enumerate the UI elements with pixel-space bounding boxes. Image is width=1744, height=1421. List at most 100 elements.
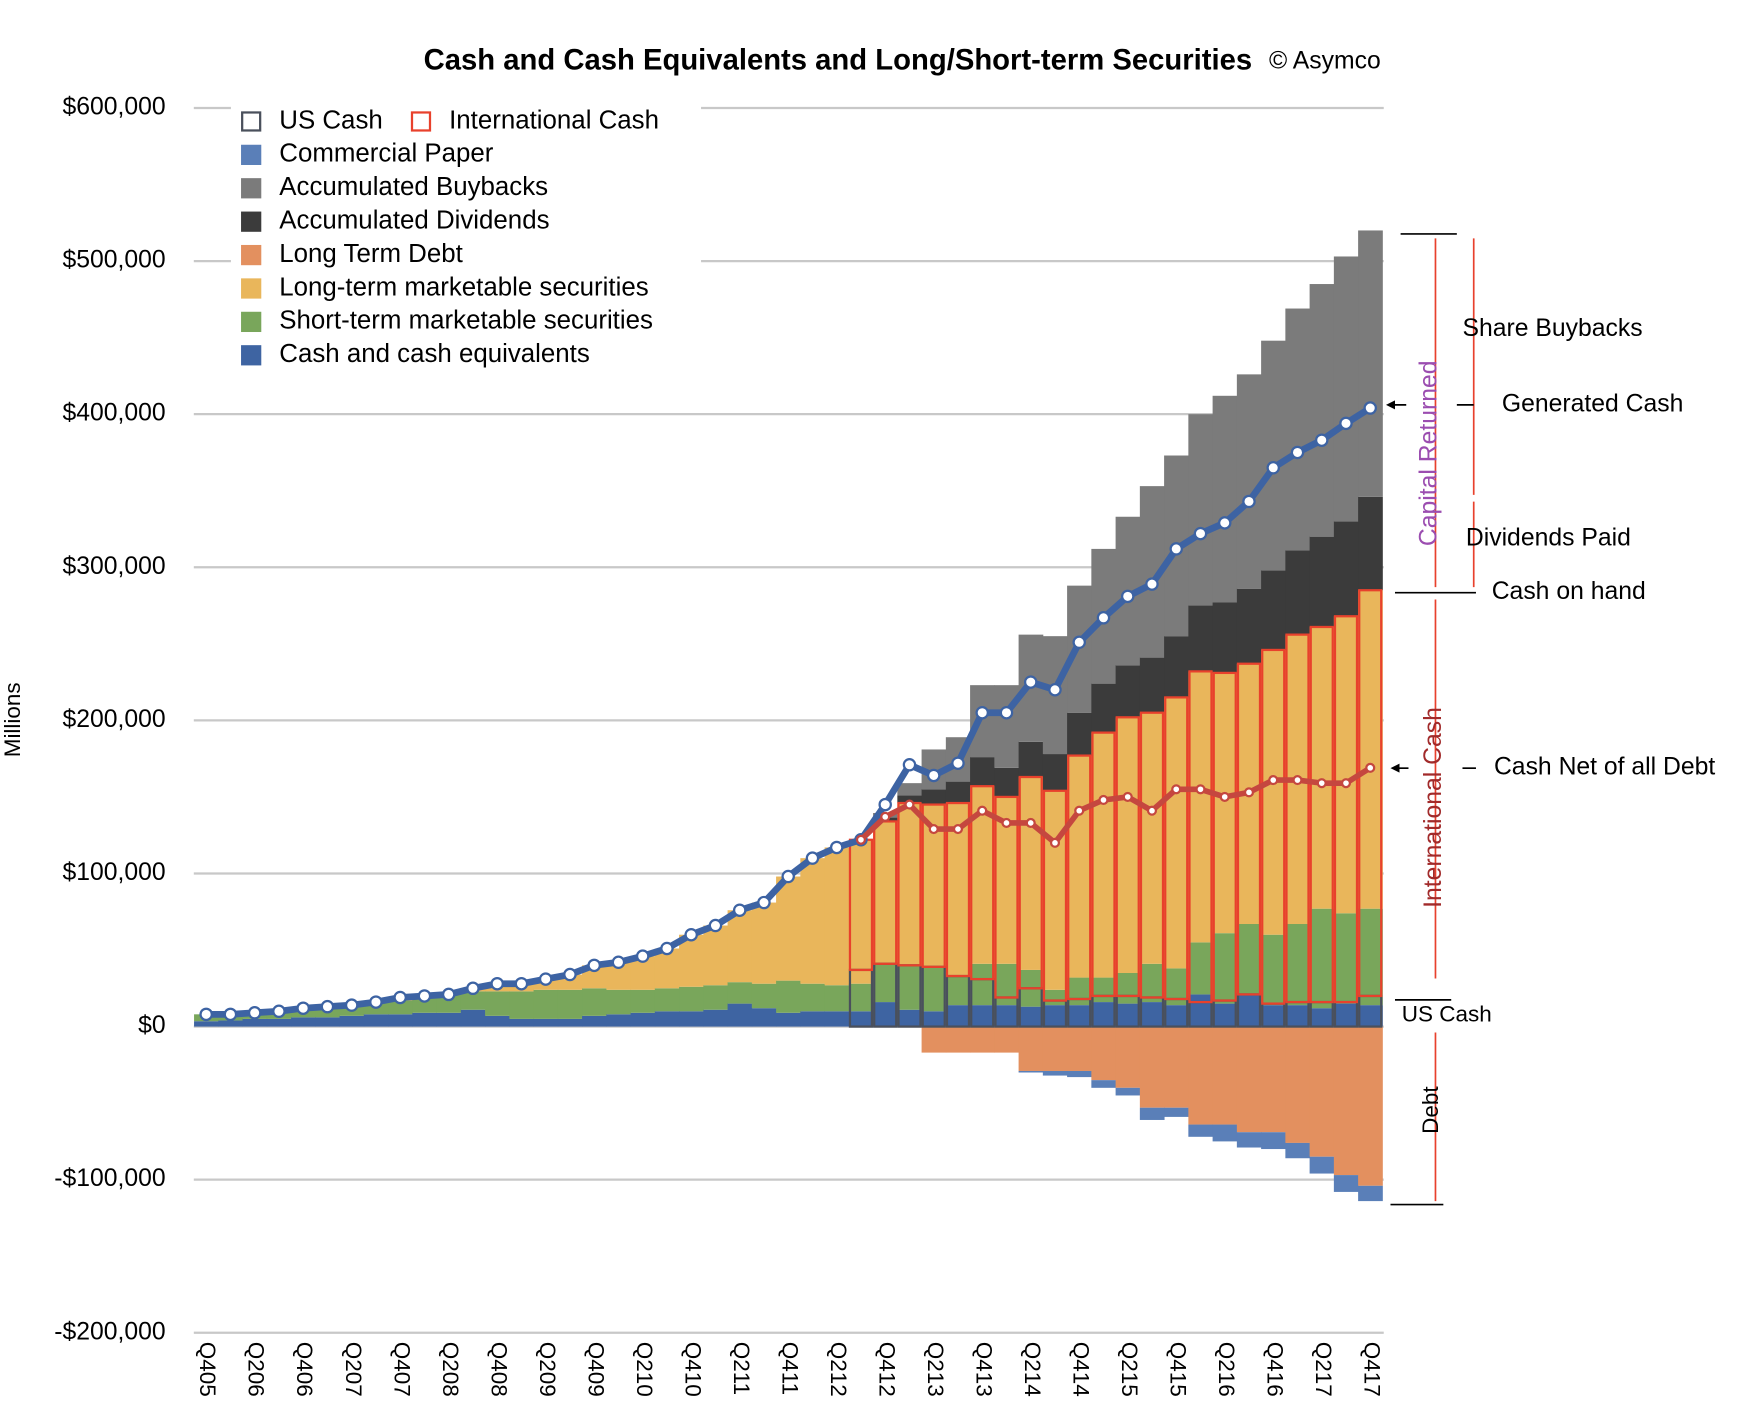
annotation: Capital Returned xyxy=(1415,360,1442,546)
legend-background xyxy=(230,96,702,374)
bar-segment xyxy=(1188,671,1214,943)
x-tick-label: Q411 xyxy=(777,1342,802,1395)
bar-segment xyxy=(1115,1087,1141,1096)
line-marker xyxy=(1049,837,1061,848)
line-marker xyxy=(223,1007,238,1022)
bar-segment xyxy=(1212,1026,1238,1125)
legend-swatch xyxy=(241,178,262,199)
outline-bar xyxy=(1115,716,1140,998)
bar-segment xyxy=(751,902,777,984)
bar-segment xyxy=(897,795,923,804)
bar-segment xyxy=(1067,712,1092,756)
bar-segment xyxy=(1018,1006,1044,1027)
line-marker xyxy=(563,967,577,982)
bar-segment xyxy=(1261,1005,1286,1027)
bar-segment xyxy=(1091,977,1117,1003)
outline-bar xyxy=(994,795,1019,999)
line-marker xyxy=(1098,794,1109,806)
line-marker xyxy=(1074,805,1085,816)
bar-segment xyxy=(994,1005,1020,1027)
bar-segment xyxy=(1358,496,1383,591)
bar-segment xyxy=(848,839,874,984)
line-marker xyxy=(1096,611,1111,625)
x-tick-label: Q412 xyxy=(874,1342,899,1397)
line-marker xyxy=(904,799,915,810)
bar-segment xyxy=(1164,697,1189,969)
bar-segment xyxy=(897,965,923,1010)
line-marker xyxy=(952,824,964,835)
line-marker xyxy=(490,976,504,991)
bar-segment xyxy=(945,1026,971,1053)
bar-segment xyxy=(606,989,632,1015)
chart-subtitle: © Asymco xyxy=(1269,47,1381,74)
bar-segment xyxy=(1261,1132,1286,1150)
bar-segment xyxy=(1309,626,1335,909)
annotation: US Cash xyxy=(1402,1002,1492,1027)
bar-segment xyxy=(1236,923,1262,995)
bar-segment xyxy=(1139,1002,1165,1027)
bar-segment xyxy=(1358,1026,1383,1186)
bar-segment xyxy=(1067,1005,1092,1027)
bar-segment xyxy=(1212,395,1238,603)
bar-segment xyxy=(1067,977,1092,1006)
legend-swatch xyxy=(241,211,262,232)
legend-label: US Cash xyxy=(279,106,382,134)
line-marker xyxy=(1242,494,1256,509)
bar-segment xyxy=(873,963,898,1003)
bar-segment xyxy=(194,1021,219,1027)
bar-segment xyxy=(509,1018,535,1027)
bar-segment xyxy=(654,988,680,1012)
bar-segment xyxy=(1333,521,1359,617)
line-marker xyxy=(732,903,747,917)
bar-segment xyxy=(1212,602,1238,673)
line-marker xyxy=(1268,775,1279,786)
bar-segment xyxy=(436,1012,462,1027)
bar-segment xyxy=(751,983,777,1009)
outline-bar xyxy=(1188,670,1213,1004)
line-marker xyxy=(1292,775,1303,786)
bar-segment xyxy=(703,925,729,986)
bar-segment xyxy=(1309,1008,1335,1027)
bar-segment xyxy=(1188,605,1214,672)
line-marker xyxy=(514,976,529,991)
bar-segment xyxy=(1236,588,1262,664)
outline-bar xyxy=(945,801,971,978)
chart-title: Cash and Cash Equivalents and Long/Short… xyxy=(424,45,1252,77)
outline-bar xyxy=(1285,633,1310,1004)
line-marker xyxy=(1145,577,1159,591)
x-tick-label: Q214 xyxy=(1020,1342,1045,1397)
outline-bar xyxy=(1018,775,1043,990)
bar-segment xyxy=(485,1015,510,1027)
bar-segment xyxy=(1309,284,1335,537)
y-tick-label: $200,000 xyxy=(63,706,166,733)
legend-label: International Cash xyxy=(449,106,659,134)
bar-segment xyxy=(727,1003,753,1027)
bar-segment xyxy=(1018,1026,1044,1071)
x-tick-label: Q409 xyxy=(583,1342,608,1397)
bar-segment xyxy=(776,1012,801,1027)
bar-segment xyxy=(1309,1156,1335,1174)
line-marker xyxy=(708,918,723,933)
bar-segment xyxy=(630,989,656,1013)
bar-segment xyxy=(1067,1070,1092,1078)
bar-segment xyxy=(1018,741,1044,778)
line-marker xyxy=(1001,817,1012,829)
legend-label: Cash and cash equivalents xyxy=(279,340,590,368)
bar-segment xyxy=(1042,1070,1068,1076)
bar-segment xyxy=(1261,340,1286,571)
bar-segment xyxy=(727,982,753,1004)
y-tick-label: $100,000 xyxy=(63,859,166,886)
line-marker xyxy=(928,824,939,835)
legend-swatch xyxy=(241,345,262,366)
bar-segment xyxy=(1188,1124,1214,1137)
x-tick-label: Q208 xyxy=(438,1342,463,1397)
line-marker xyxy=(1193,526,1208,541)
outline-bar xyxy=(1236,662,1262,996)
line-marker xyxy=(880,811,891,822)
bar-segment xyxy=(1139,657,1165,713)
annotation: Generated Cash xyxy=(1502,390,1684,417)
outline-bar xyxy=(1139,711,1165,999)
arrowhead xyxy=(1385,400,1400,773)
legend-swatch xyxy=(241,144,262,165)
bar-segment xyxy=(679,934,704,987)
